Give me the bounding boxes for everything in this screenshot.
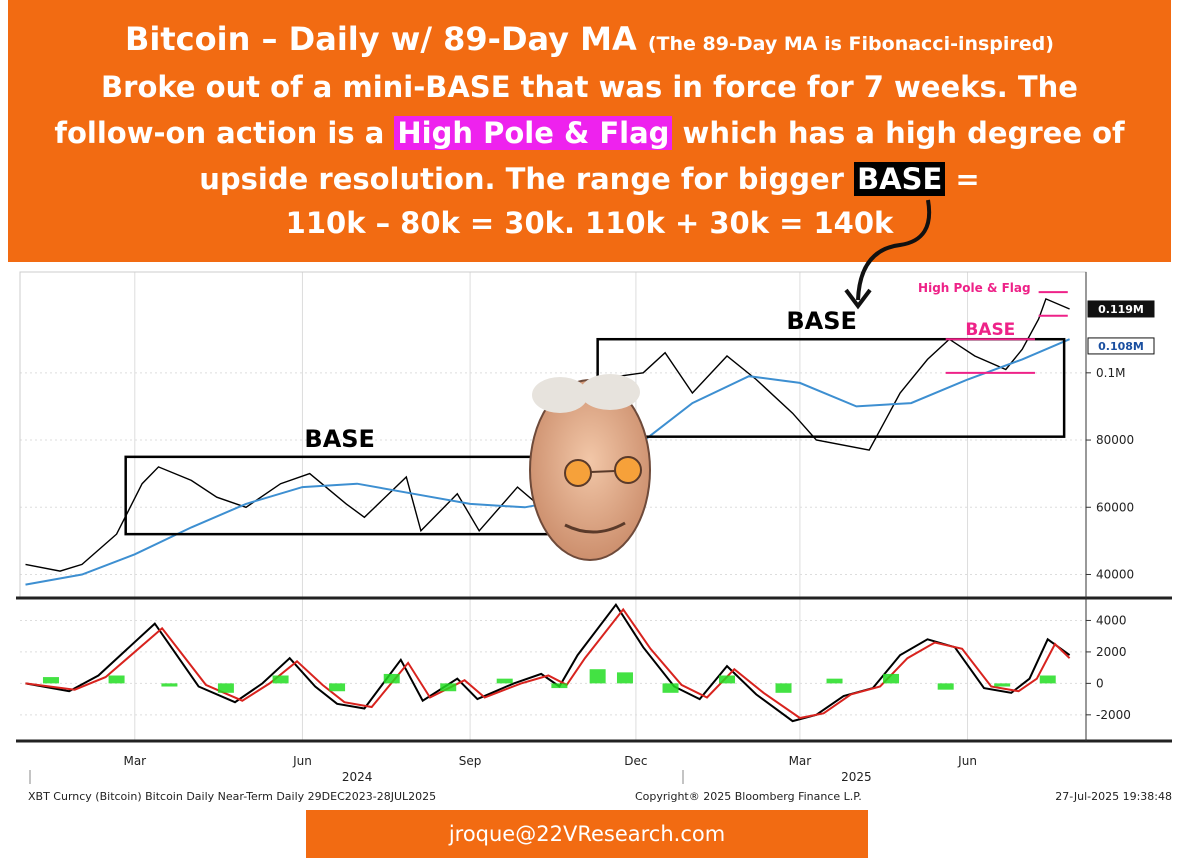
- histogram-bar: [496, 678, 513, 684]
- header-banner: Bitcoin – Daily w/ 89-Day MA (The 89-Day…: [8, 0, 1171, 262]
- histogram-bar: [161, 683, 178, 687]
- x-tick-label-5: Jun: [957, 754, 977, 768]
- histogram-bar: [589, 669, 606, 684]
- histogram-bar: [217, 683, 234, 693]
- base-box-0: [124, 455, 574, 536]
- osc-y-tick-label-2: 0: [1096, 676, 1104, 690]
- base-label-1: BASE: [786, 307, 857, 335]
- header-line-2: Broke out of a mini-BASE that was in for…: [101, 70, 1078, 104]
- curved-arrow-icon: [856, 199, 932, 301]
- x-tick-label-1: Jun: [292, 754, 312, 768]
- axis-layer: Mar Jun Sep Dec Mar Jun 2024 2025 0.1M 80000 60000…: [28, 300, 1172, 803]
- base-highlight: BASE: [854, 162, 946, 196]
- high-pole-flag-highlight: High Pole & Flag: [394, 116, 673, 150]
- histogram-bar: [994, 683, 1011, 687]
- histogram-bar: [272, 675, 289, 684]
- x-year-label-1: 2025: [841, 770, 872, 784]
- histogram-bar: [108, 675, 125, 684]
- frame-layer: [16, 271, 1172, 743]
- osc-y-tick-label-0: 4000: [1096, 613, 1127, 627]
- osc-y-tick-label-3: -2000: [1096, 708, 1131, 722]
- histogram-bar: [883, 673, 900, 684]
- header-line-5: 110k – 80k = 30k. 110k + 30k = 140k: [285, 206, 894, 240]
- histogram-bar: [440, 683, 457, 692]
- x-tick-label-3: Dec: [624, 754, 647, 768]
- footer-email: jroque@22VResearch.com: [448, 822, 726, 846]
- histogram-bar: [551, 683, 568, 689]
- x-tick-label-2: Sep: [459, 754, 482, 768]
- caricature-head-image: [529, 374, 651, 561]
- histogram-bar: [1039, 675, 1056, 684]
- last-price-tag-box-0: [1087, 300, 1155, 318]
- y-tick-label-2: 60000: [1096, 500, 1134, 514]
- histogram-bar: [662, 683, 679, 693]
- histogram-bar: [383, 673, 400, 684]
- last-price-tag-1: 0.108M: [1098, 340, 1144, 353]
- header-line-3-pre: follow-on action is a: [54, 116, 395, 150]
- info-bar-center: Copyright® 2025 Bloomberg Finance L.P.: [635, 790, 862, 803]
- histogram-bar: [719, 675, 736, 684]
- header-title-note: (The 89-Day MA is Fibonacci-inspired): [647, 33, 1054, 55]
- pink-label-3: High Pole & Flag: [918, 281, 1031, 295]
- pink-label-2: BASE: [965, 320, 1015, 340]
- y-tick-label-3: 40000: [1096, 567, 1134, 581]
- arrow-head-icon: [844, 288, 872, 310]
- y-tick-label-0: 0.1M: [1096, 366, 1125, 380]
- header-line-3: follow-on action is a High Pole & Flag w…: [8, 116, 1171, 150]
- x-tick-label-0: Mar: [123, 754, 146, 768]
- header-line-4-post: =: [945, 162, 980, 196]
- histogram-bar: [775, 683, 792, 693]
- header-line-3-post: which has a high degree of: [672, 116, 1125, 150]
- oscillator-line: [25, 602, 1071, 723]
- osc-y-tick-label-1: 2000: [1096, 645, 1127, 659]
- last-price-tag-0: 0.119M: [1098, 303, 1144, 316]
- header-title: Bitcoin – Daily w/ 89-Day MA: [125, 20, 637, 58]
- histogram-bar: [616, 672, 633, 684]
- x-year-label-0: 2024: [342, 770, 373, 784]
- oscillator-panel: [25, 602, 1071, 723]
- info-bar-right: 27-Jul-2025 19:38:48: [1055, 790, 1172, 803]
- header-title-line: Bitcoin – Daily w/ 89-Day MA (The 89-Day…: [8, 20, 1171, 58]
- y-tick-label-1: 80000: [1096, 433, 1134, 447]
- signal-line: [25, 607, 1071, 720]
- header-line-4: upside resolution. The range for bigger …: [8, 162, 1171, 196]
- histogram-bar: [826, 678, 843, 684]
- histogram-bar: [329, 683, 346, 692]
- footer-email-box: jroque@22VResearch.com: [306, 810, 868, 858]
- info-bar-left: XBT Curncy (Bitcoin) Bitcoin Daily Near-…: [28, 790, 436, 803]
- histogram-bar: [937, 683, 954, 690]
- histogram-bar: [42, 677, 59, 684]
- x-tick-label-4: Mar: [789, 754, 812, 768]
- last-price-tag-box-1: [1087, 337, 1155, 355]
- base-label-0: BASE: [304, 425, 375, 453]
- header-line-4-pre: upside resolution. The range for bigger: [199, 162, 855, 196]
